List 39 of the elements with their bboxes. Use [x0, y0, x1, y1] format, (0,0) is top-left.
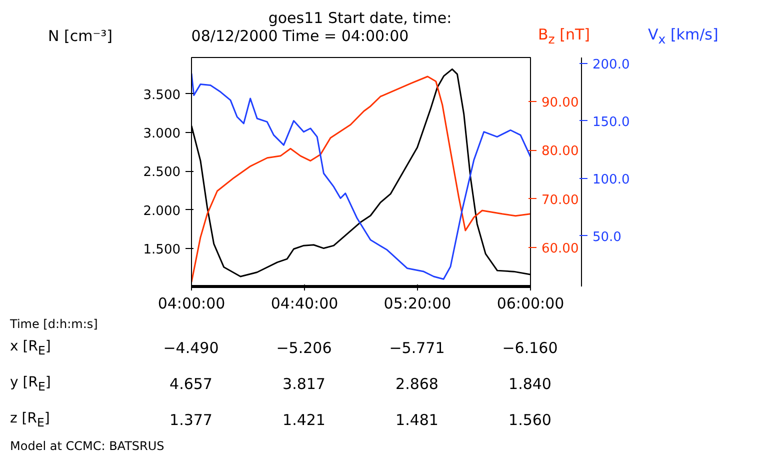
- y-tick-label: 3.500: [143, 88, 180, 103]
- text: 1.377: [170, 411, 212, 429]
- y2-tick-label: 90.00: [542, 95, 579, 110]
- chart-title: goes11 Start date, time:: [268, 9, 452, 27]
- text: y [R$_{E}$]: [10, 374, 51, 394]
- text: −4.490: [163, 339, 219, 357]
- text: −5.206: [276, 339, 332, 357]
- x-axis-title: Time [d:h:m:s]: [10, 316, 98, 332]
- y3-tick-label: 100.0: [592, 172, 630, 188]
- text: x [R$_{E}$]: [10, 338, 51, 358]
- y3-tick-label: 50.0: [592, 230, 622, 245]
- y-tick-label: 3.000: [143, 126, 180, 142]
- text: 1.481: [396, 411, 438, 429]
- text: 1.560: [508, 411, 552, 429]
- y2-tick-label: 80.00: [542, 144, 579, 160]
- x-tick-label: 06:00:00: [496, 294, 564, 312]
- y-tick-label: 2.000: [143, 204, 180, 219]
- chart-subtitle: 08/12/2000 Time = 04:00:00: [191, 27, 409, 45]
- text: Model at CCMC: BATSRUS: [10, 438, 164, 454]
- y-axis-title: N [cm⁻³]: [48, 27, 112, 45]
- y-tick-label: 2.500: [143, 165, 180, 180]
- text: 1.421: [282, 411, 326, 429]
- y3-tick-label: 200.0: [592, 57, 630, 72]
- x-tick-label: 04:40:00: [270, 294, 338, 312]
- text: 3.817: [282, 375, 326, 393]
- y2-tick-label: 70.00: [542, 192, 579, 208]
- text: 2.868: [396, 375, 438, 393]
- y2-axis-title: B$_{z}$ [nT]: [538, 26, 590, 46]
- text: z [R$_{E}$]: [10, 410, 50, 430]
- y3-tick-label: 150.0: [592, 114, 630, 130]
- text: −5.771: [389, 339, 445, 357]
- text: 4.657: [170, 375, 212, 393]
- y3-axis-title: V$_{x}$ [km/s]: [648, 26, 718, 46]
- x-tick-label: 05:20:00: [384, 294, 452, 312]
- text: −6.160: [502, 339, 558, 357]
- y2-tick-label: 60.00: [542, 242, 579, 257]
- text: 1.840: [508, 375, 552, 393]
- y-tick-label: 1.500: [143, 242, 180, 258]
- x-tick-label: 04:00:00: [158, 294, 226, 312]
